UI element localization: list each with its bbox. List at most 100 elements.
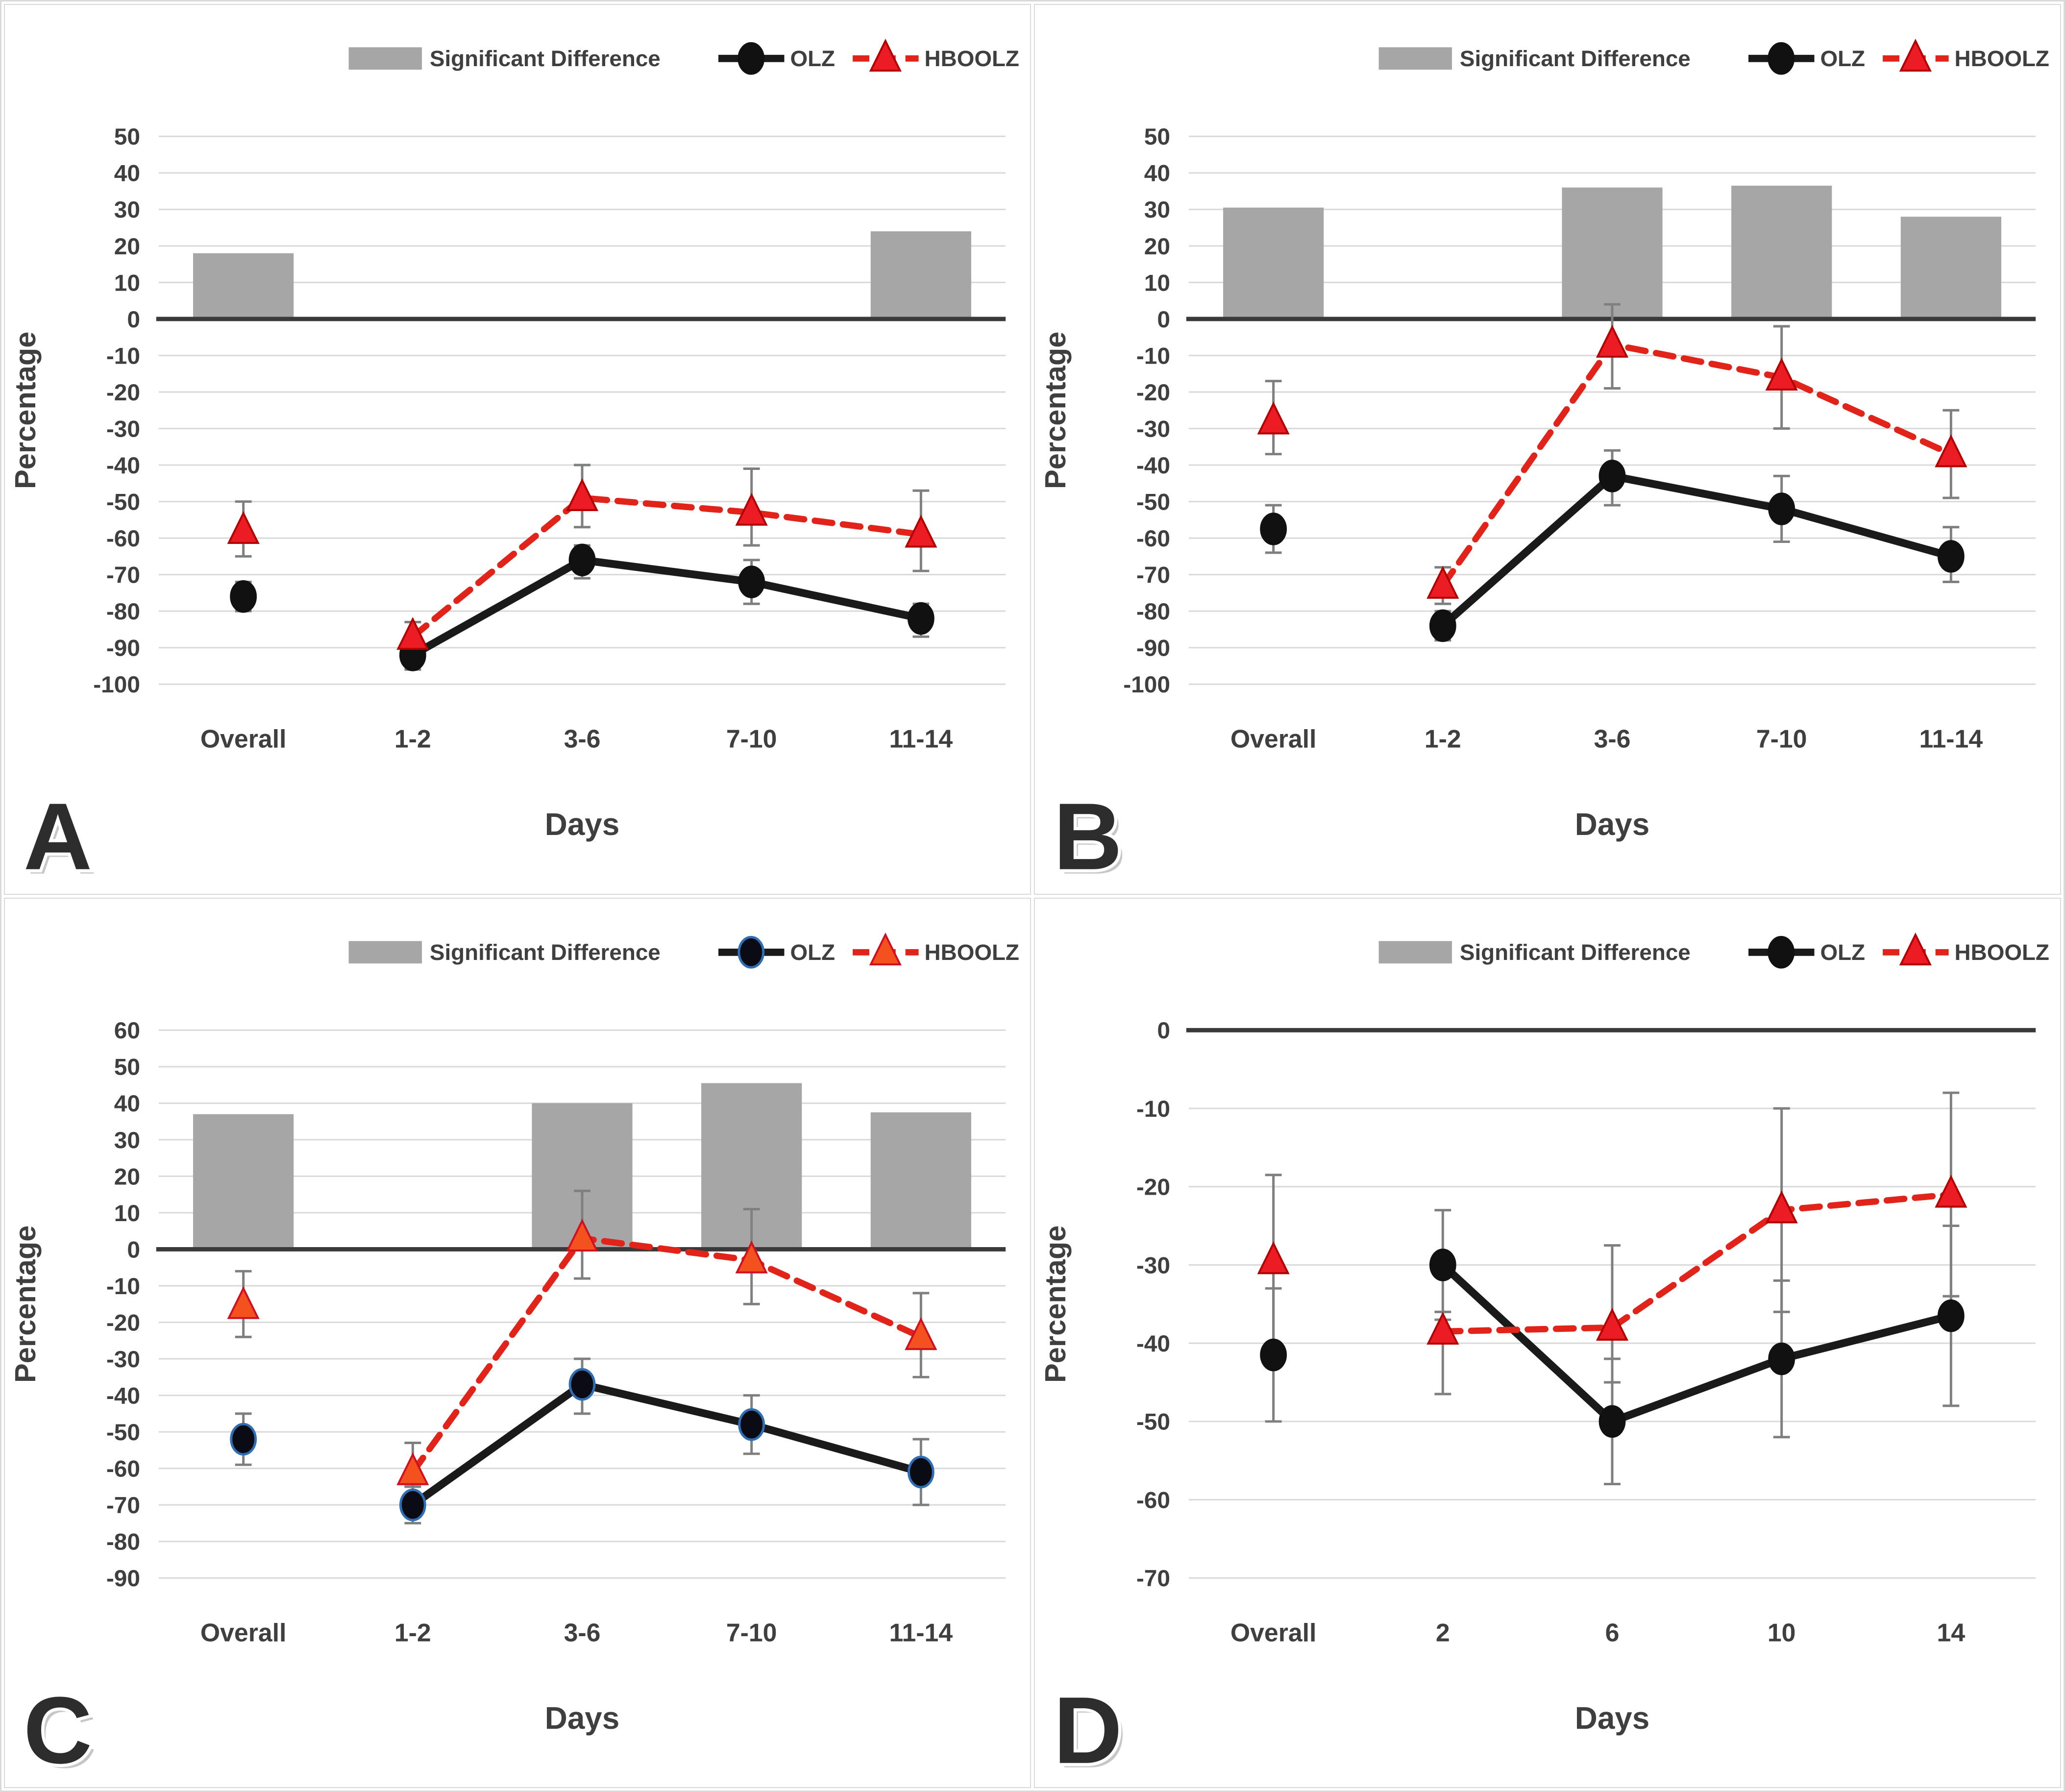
y-tick-label: -30 — [106, 1346, 140, 1372]
y-tick-label: -40 — [106, 1383, 140, 1409]
y-tick-label: -40 — [1136, 453, 1170, 479]
y-tick-label: 30 — [114, 197, 140, 223]
y-tick-label: 10 — [114, 270, 140, 296]
panel-letter: A — [24, 784, 92, 890]
significant-difference-bar — [193, 253, 294, 319]
legend-swatch-significant — [348, 47, 422, 70]
legend-label-hboolz: HBOOLZ — [925, 46, 1019, 71]
legend-label-hboolz: HBOOLZ — [1955, 940, 2049, 965]
x-tick-label: 7-10 — [1756, 724, 1807, 753]
x-tick-label: Overall — [200, 1618, 287, 1646]
significant-difference-bar — [193, 1114, 294, 1249]
significant-difference-bar — [870, 231, 971, 319]
y-axis-title: Percentage — [9, 332, 42, 489]
legend-hboolz-marker — [1899, 932, 1932, 965]
y-axis-title: Percentage — [1039, 1225, 1072, 1382]
olz-marker — [1937, 540, 1965, 573]
hboolz-marker — [1765, 357, 1798, 391]
chart-a: 50 40 30 20 10 0 -10 -20 -30 -40 -50 -60 -70 -80 -90 -1… — [9, 39, 1019, 894]
y-tick-label: -90 — [106, 636, 140, 662]
hboolz-marker — [565, 478, 599, 511]
hboolz-marker — [905, 1317, 937, 1350]
significant-difference-bar — [1562, 187, 1663, 319]
x-tick-label: 3-6 — [564, 724, 601, 753]
hboolz-line — [1439, 341, 1954, 589]
olz-marker — [1598, 460, 1626, 492]
y-tick-label: 40 — [114, 1091, 140, 1117]
y-tick-label: 20 — [114, 234, 140, 260]
hboolz-marker — [1257, 401, 1290, 435]
y-tick-label: -50 — [106, 1420, 140, 1446]
y-tick-label: 30 — [114, 1127, 140, 1153]
y-tick-label: 20 — [1144, 234, 1170, 260]
x-axis-title: Days — [1575, 1701, 1649, 1736]
hboolz-marker — [1765, 1190, 1798, 1223]
legend-label-olz: OLZ — [790, 46, 835, 71]
hboolz-marker — [1426, 1311, 1459, 1345]
y-tick-label: -60 — [106, 1456, 140, 1482]
legend-olz-marker — [738, 935, 765, 969]
hboolz-marker — [227, 511, 260, 544]
hboolz-line — [1439, 1191, 1954, 1335]
hboolz-marker — [565, 1218, 599, 1252]
significant-difference-bar — [1731, 185, 1832, 319]
panel-letter-shadow: C — [28, 1681, 97, 1787]
x-tick-label: 1-2 — [394, 724, 431, 753]
y-axis-title: Percentage — [9, 1225, 42, 1382]
x-tick-label: 7-10 — [726, 724, 777, 753]
chart-d: 0 -10 -20 -30 -40 -50 -60 -70 Overall 2 6 10 14 Days P… — [1039, 932, 2049, 1787]
y-tick-label: 40 — [1144, 161, 1170, 187]
x-tick-label: 3-6 — [564, 1618, 601, 1646]
hboolz-line — [409, 1234, 924, 1475]
olz-marker — [1260, 513, 1287, 545]
y-tick-label: 50 — [114, 1054, 140, 1080]
y-tick-label: -20 — [1136, 1174, 1170, 1200]
x-tick-label: Overall — [1230, 724, 1317, 753]
legend-hboolz-marker — [1899, 39, 1932, 72]
y-tick-label: 30 — [1144, 197, 1170, 223]
panel-letter: C — [24, 1677, 92, 1784]
legend-label-significant: Significant Difference — [1460, 46, 1691, 71]
x-axis-title: Days — [1575, 807, 1649, 842]
olz-marker — [568, 543, 596, 577]
y-tick-label: -90 — [1136, 636, 1170, 662]
significant-difference-bar — [1900, 217, 2001, 319]
y-tick-label: 40 — [114, 161, 140, 187]
panel-b: 50 40 30 20 10 0 -10 -20 -30 -40 -50 -60 -70 -80 -90 -1… — [1034, 4, 2061, 895]
x-tick-label: 1-2 — [394, 1618, 431, 1646]
olz-marker — [1768, 1342, 1795, 1375]
y-tick-label: 0 — [127, 307, 140, 333]
olz-marker — [1937, 1299, 1965, 1332]
chart-b: 50 40 30 20 10 0 -10 -20 -30 -40 -50 -60 -70 -80 -90 -1… — [1039, 39, 2049, 894]
y-tick-label: -60 — [106, 526, 140, 552]
x-tick-label: 11-14 — [889, 724, 953, 753]
y-tick-label: 0 — [1157, 1018, 1170, 1044]
y-tick-label: -90 — [106, 1566, 140, 1592]
panel-c: 60 50 40 30 20 10 0 -10 -20 -30 -40 -50 -60 -70 -80 -90… — [4, 897, 1031, 1788]
hboolz-marker — [1935, 1174, 1967, 1208]
y-tick-label: -20 — [106, 1310, 140, 1336]
y-tick-label: -10 — [1136, 1096, 1170, 1122]
legend-label-significant: Significant Difference — [430, 940, 661, 965]
y-tick-label: 0 — [127, 1237, 140, 1263]
panel-letter-shadow: B — [1058, 788, 1127, 894]
panel-a: 50 40 30 20 10 0 -10 -20 -30 -40 -50 -60 -70 -80 -90 -1… — [4, 4, 1031, 895]
y-tick-label: -60 — [1136, 1487, 1170, 1513]
hboolz-marker — [1596, 1307, 1629, 1341]
y-tick-label: -30 — [1136, 416, 1170, 442]
panel-d: 0 -10 -20 -30 -40 -50 -60 -70 Overall 2 6 10 14 Days P… — [1034, 897, 2061, 1788]
legend-olz-marker — [1768, 935, 1795, 969]
legend-label-olz: OLZ — [790, 940, 835, 965]
y-tick-label: -10 — [106, 1273, 140, 1299]
olz-marker — [738, 1408, 765, 1441]
y-tick-label: -50 — [1136, 1409, 1170, 1435]
y-tick-label: -30 — [1136, 1252, 1170, 1278]
y-tick-label: -80 — [1136, 599, 1170, 625]
hboolz-marker — [735, 492, 768, 526]
y-tick-label: -50 — [106, 490, 140, 516]
legend-olz-marker — [1768, 42, 1795, 75]
legend-swatch-significant — [348, 940, 422, 963]
legend-hboolz-marker — [869, 39, 902, 72]
y-tick-label: -70 — [106, 563, 140, 589]
